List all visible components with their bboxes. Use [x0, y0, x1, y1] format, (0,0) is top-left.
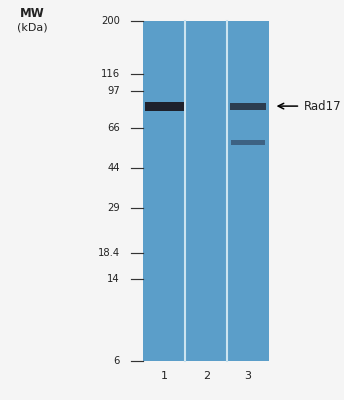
Text: 200: 200 [101, 16, 120, 26]
Bar [230, 102, 267, 110]
Text: 116: 116 [101, 68, 120, 78]
Text: 97: 97 [107, 86, 120, 96]
Bar [145, 102, 184, 111]
Bar [143, 21, 269, 362]
Text: MW: MW [20, 7, 44, 20]
Text: Rad17: Rad17 [304, 100, 342, 113]
Text: (kDa): (kDa) [17, 23, 47, 33]
Text: 14: 14 [107, 274, 120, 284]
Text: 6: 6 [114, 356, 120, 366]
Bar [231, 140, 265, 146]
Text: 29: 29 [107, 203, 120, 213]
Text: 1: 1 [161, 372, 168, 382]
Text: 3: 3 [245, 372, 251, 382]
Text: 18.4: 18.4 [98, 248, 120, 258]
Text: 44: 44 [107, 163, 120, 173]
Text: 2: 2 [203, 372, 210, 382]
Text: 66: 66 [107, 123, 120, 133]
